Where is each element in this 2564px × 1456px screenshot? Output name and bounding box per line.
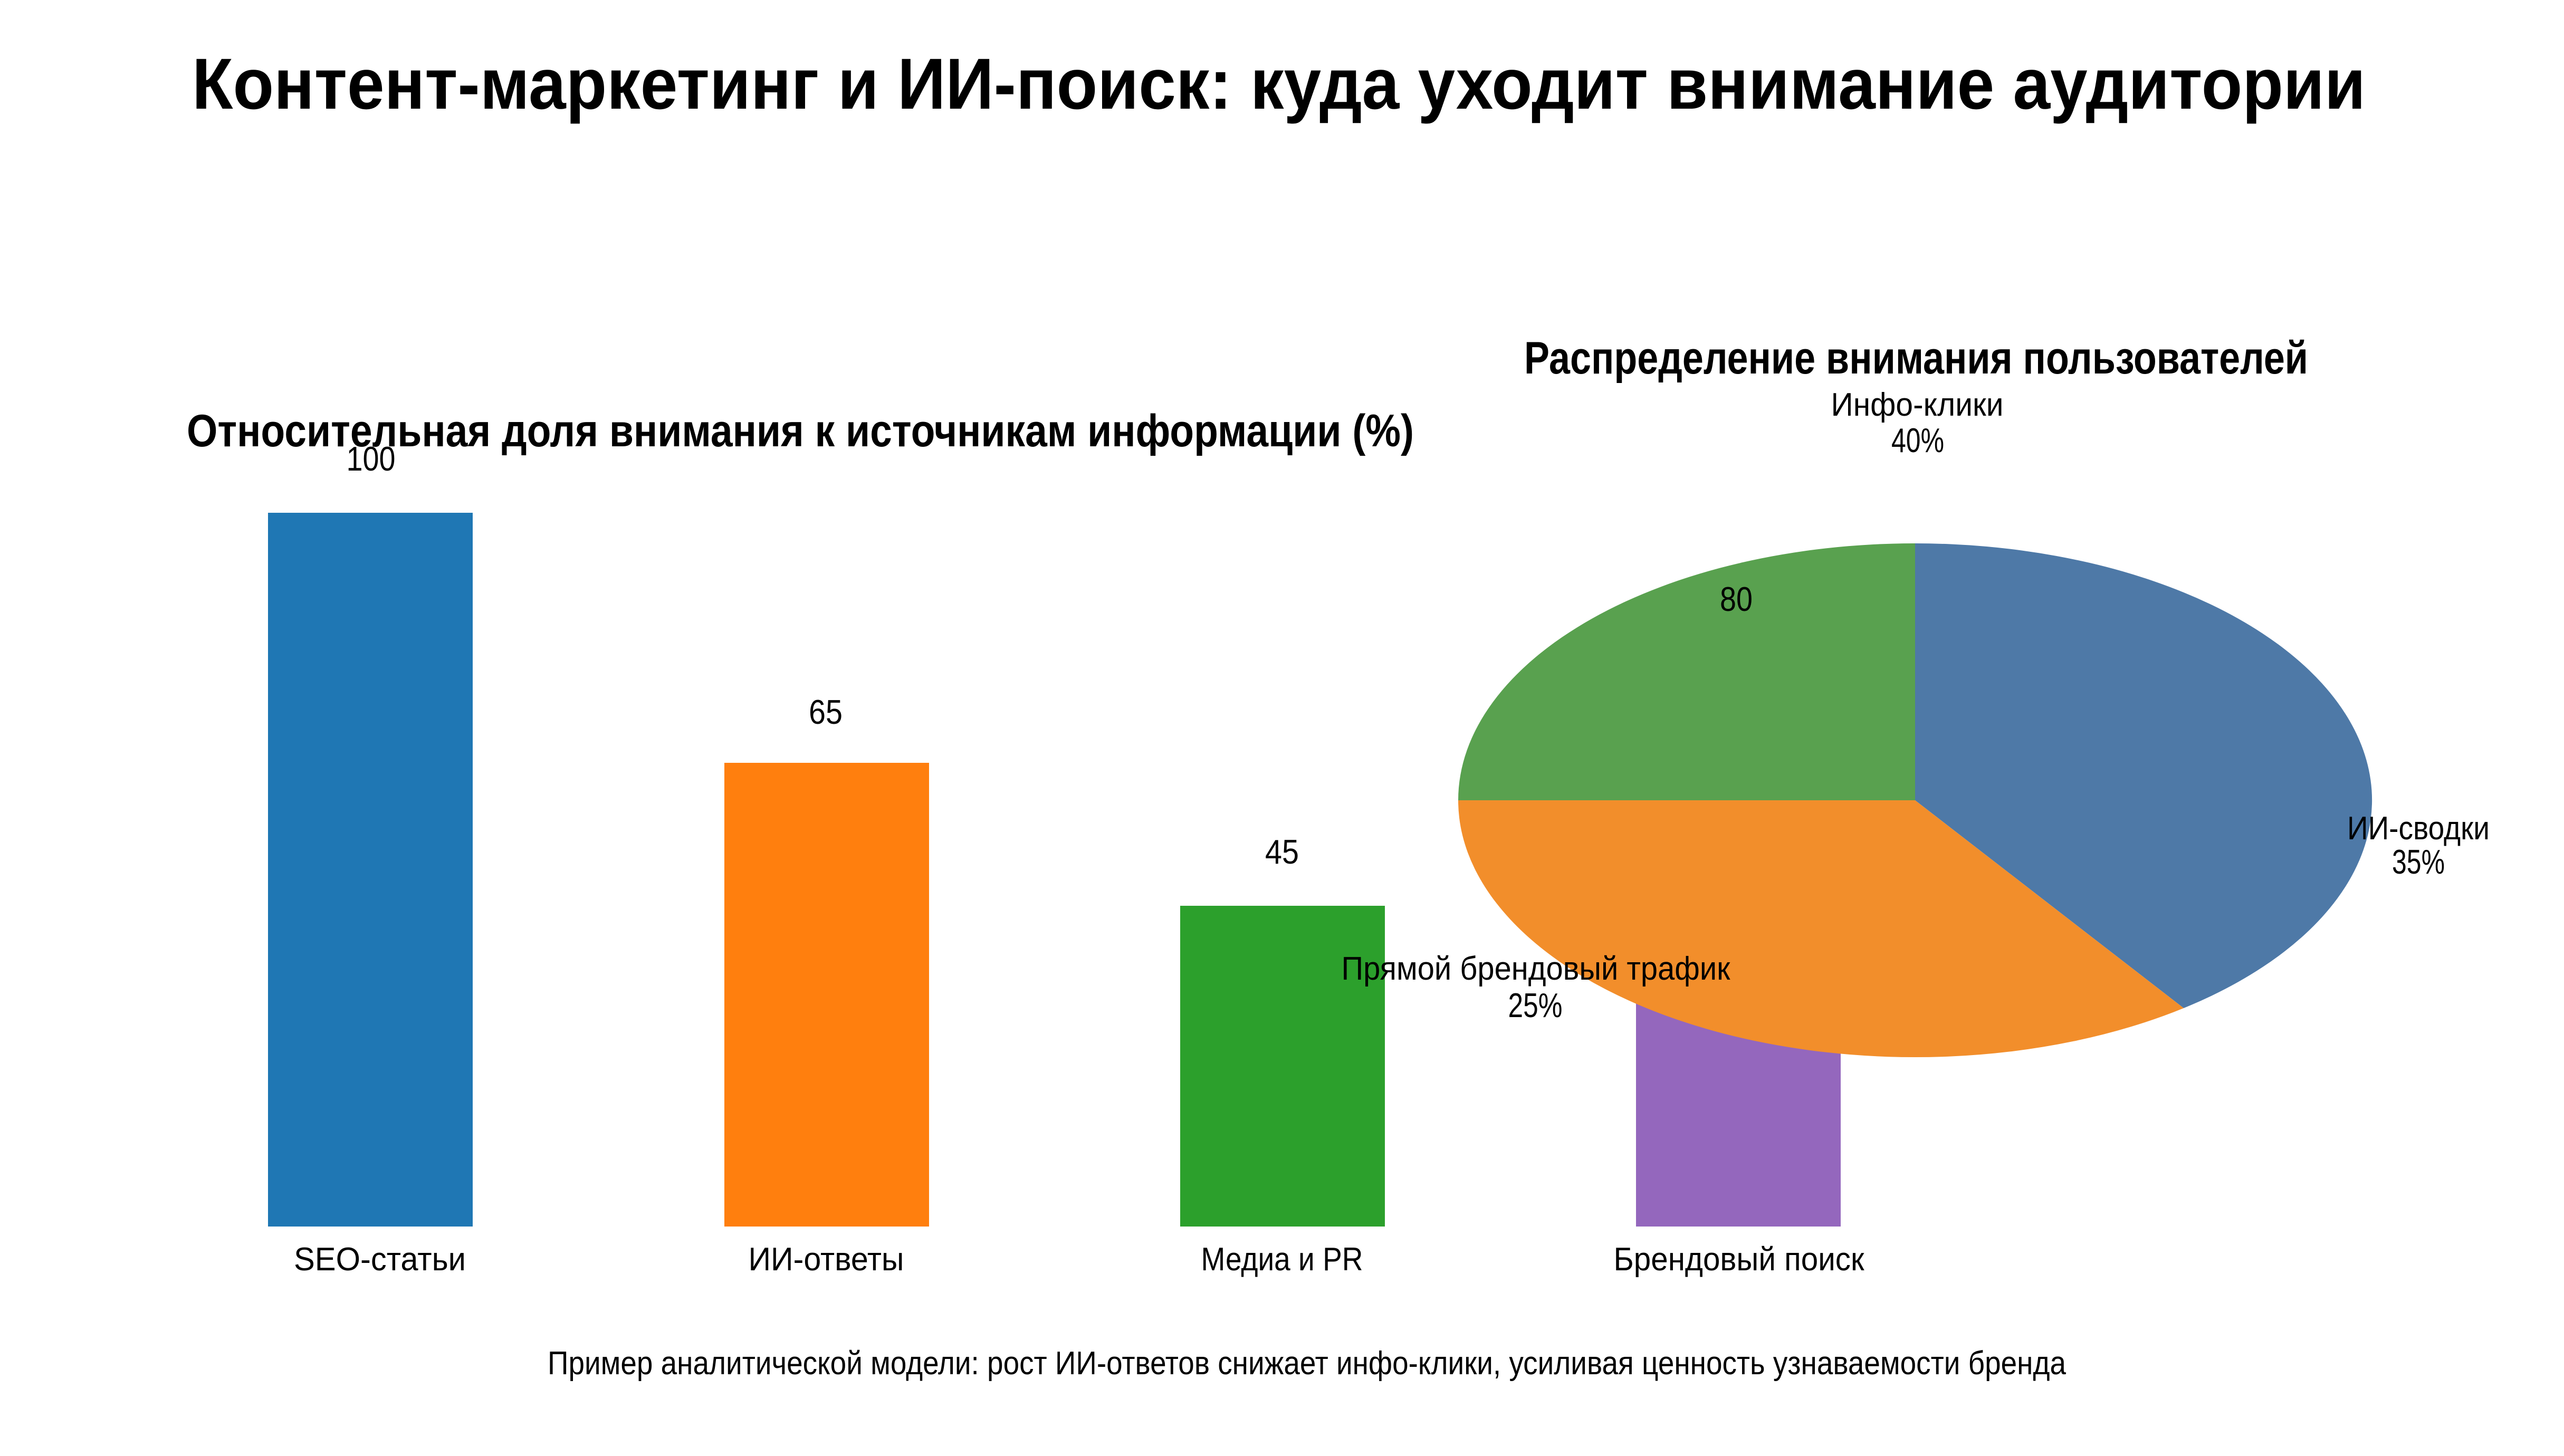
svg-text:100: 100 — [347, 439, 396, 478]
svg-text:Медиа и PR: Медиа и PR — [1201, 1241, 1363, 1278]
svg-text:65: 65 — [809, 693, 843, 731]
svg-text:ИИ-сводки: ИИ-сводки — [2347, 810, 2490, 847]
svg-text:25%: 25% — [1508, 986, 1563, 1024]
svg-text:Брендовый поиск: Брендовый поиск — [1614, 1241, 1865, 1278]
svg-text:45: 45 — [1265, 832, 1299, 871]
svg-text:35%: 35% — [2392, 842, 2445, 881]
svg-text:Относительная доля внимания к: Относительная доля внимания к источникам… — [187, 406, 1414, 456]
svg-text:80: 80 — [1720, 580, 1753, 618]
svg-text:Пример аналитической модели: р: Пример аналитической модели: рост ИИ-отв… — [548, 1345, 2066, 1382]
svg-text:ИИ-ответы: ИИ-ответы — [749, 1241, 904, 1278]
svg-text:Инфо-клики: Инфо-клики — [1831, 387, 2004, 423]
svg-text:40%: 40% — [1891, 421, 1944, 459]
svg-text:Контент-маркетинг и ИИ-поиск:: Контент-маркетинг и ИИ-поиск: куда уходи… — [192, 44, 2366, 124]
svg-text:SEO-статьи: SEO-статьи — [294, 1241, 466, 1278]
svg-text:Распределение внимания пользов: Распределение внимания пользователей — [1524, 333, 2308, 384]
svg-text:Прямой брендовый трафик: Прямой брендовый трафик — [1342, 951, 1731, 987]
